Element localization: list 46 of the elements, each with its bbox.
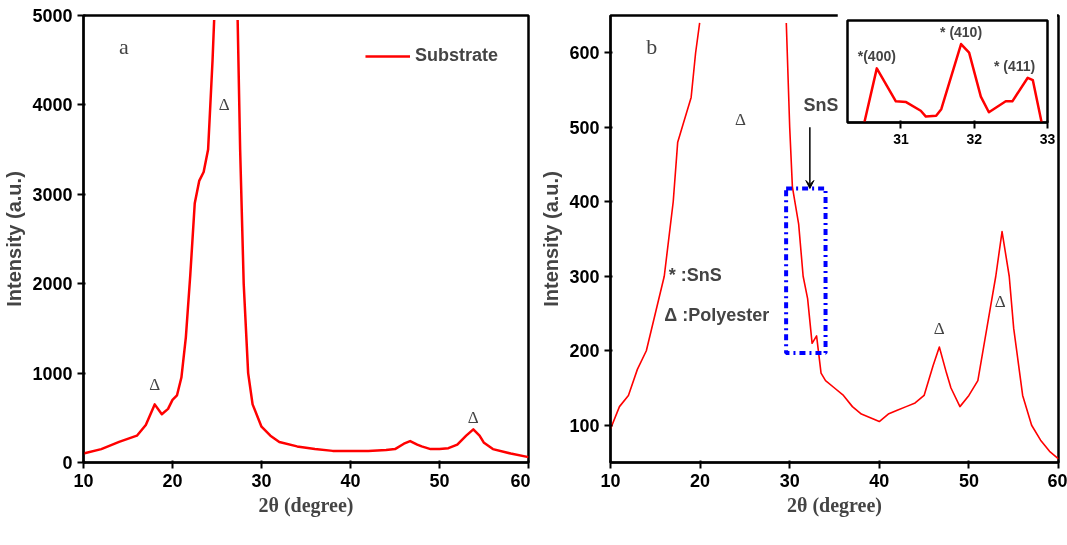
x-tick-label: 32 xyxy=(966,130,983,147)
y-tick-label: 4000 xyxy=(32,95,73,116)
x-tick-label: 40 xyxy=(869,470,890,491)
x-axis-title: 2θ (degree) xyxy=(786,493,883,517)
x-tick-label: 50 xyxy=(429,470,450,491)
x-tick-label: 10 xyxy=(600,470,621,491)
y-axis-title: Intensity (a.u.) xyxy=(540,171,563,307)
x-tick-label: 33 xyxy=(1039,130,1056,147)
y-tick-label: 200 xyxy=(569,341,600,362)
y-tick-label: 300 xyxy=(569,266,600,287)
x-tick-label: 50 xyxy=(958,470,979,491)
y-axis-title: Intensity (a.u.) xyxy=(3,171,26,307)
y-tick-label: 0 xyxy=(62,453,73,473)
y-tick-label: 2000 xyxy=(32,274,73,295)
y-tick-label: 5000 xyxy=(32,6,73,26)
annotation: Δ xyxy=(734,110,746,130)
x-tick-label: 60 xyxy=(510,470,531,491)
annotation: * (410) xyxy=(940,24,983,41)
y-tick-label: 500 xyxy=(569,117,600,138)
x-tick-label: 20 xyxy=(162,470,183,491)
annotation: Δ xyxy=(994,292,1006,312)
annotation: Δ :Polyester xyxy=(664,304,770,325)
annotation: *(400) xyxy=(857,48,896,65)
annotation: Δ xyxy=(218,95,230,115)
annotation: Δ xyxy=(467,408,479,428)
annotation: * (411) xyxy=(993,57,1036,74)
x-axis-title: 2θ (degree) xyxy=(258,493,354,517)
legend-label: Substrate xyxy=(414,45,498,66)
annotation: b xyxy=(646,34,658,60)
y-tick-label: 100 xyxy=(569,415,600,436)
annotation: Δ xyxy=(149,374,161,394)
y-tick-label: 400 xyxy=(569,192,600,213)
x-tick-label: 60 xyxy=(1047,470,1067,491)
x-tick-label: 31 xyxy=(893,130,909,147)
x-tick-label: 20 xyxy=(690,470,711,491)
x-tick-label: 30 xyxy=(779,470,800,491)
x-tick-label: 40 xyxy=(340,470,361,491)
y-tick-label: 3000 xyxy=(32,184,73,205)
annotation: * :SnS xyxy=(668,264,722,285)
y-tick-label: 1000 xyxy=(32,363,73,384)
annotation: a xyxy=(119,34,130,60)
y-tick-label: 600 xyxy=(569,43,600,64)
x-tick-label: 10 xyxy=(73,470,94,491)
x-tick-label: 30 xyxy=(251,470,272,491)
annotation: Δ xyxy=(933,318,945,338)
annotation: SnS xyxy=(803,94,839,115)
